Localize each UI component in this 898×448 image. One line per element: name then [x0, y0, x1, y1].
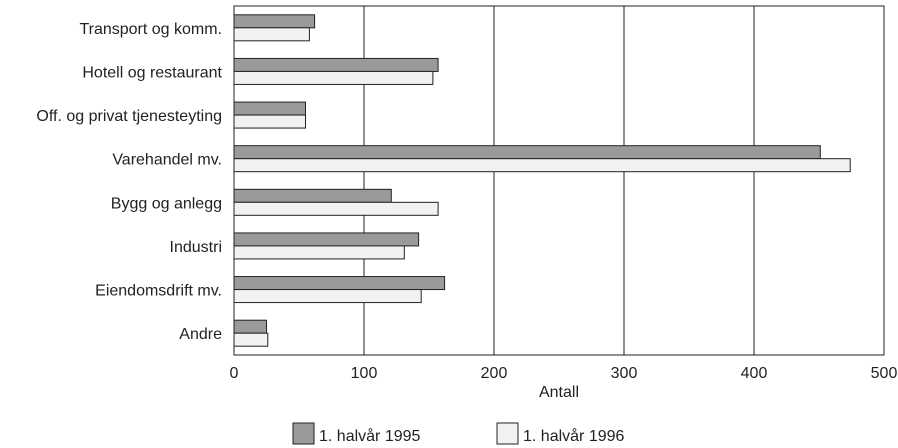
bar-series-1: [233, 276, 446, 291]
category-label: Eiendomsdrift mv.: [95, 283, 222, 300]
x-tick-label: 200: [481, 365, 508, 382]
category-label: Hotell og restaurant: [82, 64, 222, 81]
bar-series-2: [233, 201, 439, 216]
bar-series-1: [233, 319, 267, 334]
bar-series-1: [233, 145, 821, 160]
category-label: Transport og komm.: [79, 21, 222, 38]
legend-swatch: [496, 422, 519, 445]
bars: [233, 14, 851, 347]
x-tick-label: 300: [611, 365, 638, 382]
plot-frame: [233, 5, 885, 356]
bar-series-1: [233, 14, 316, 29]
bar-series-2: [233, 27, 310, 42]
category-label: Off. og privat tjenesteyting: [36, 108, 222, 125]
legend-swatch: [292, 422, 315, 445]
category-label: Andre: [179, 326, 222, 343]
category-label: Industri: [170, 239, 222, 256]
category-label: Bygg og anlegg: [111, 195, 222, 212]
bar-series-2: [233, 70, 434, 85]
legend: 1. halvår 1995 1. halvår 1996: [292, 422, 625, 445]
x-tick-label: 100: [351, 365, 378, 382]
x-tick-labels: 0 100 200 300 400 500: [230, 365, 898, 382]
x-tick-label: 500: [871, 365, 898, 382]
bar-series-2: [233, 114, 306, 129]
bar-series-2: [233, 289, 422, 304]
category-labels: Transport og komm. Hotell og restaurant Of…: [36, 21, 222, 343]
bar-series-1: [233, 232, 420, 247]
bar-series-2: [233, 158, 851, 173]
x-tick-label: 400: [741, 365, 768, 382]
bar-series-1: [233, 101, 306, 116]
x-axis-title: Antall: [539, 384, 579, 401]
bar-series-1: [233, 188, 392, 203]
x-tick-label: 0: [230, 365, 239, 382]
bar-series-2: [233, 332, 269, 347]
bar-series-2: [233, 245, 405, 260]
legend-label: 1. halvår 1995: [319, 427, 421, 445]
bar-series-1: [233, 57, 439, 72]
category-label: Varehandel mv.: [112, 152, 222, 169]
legend-label: 1. halvår 1996: [523, 427, 625, 445]
